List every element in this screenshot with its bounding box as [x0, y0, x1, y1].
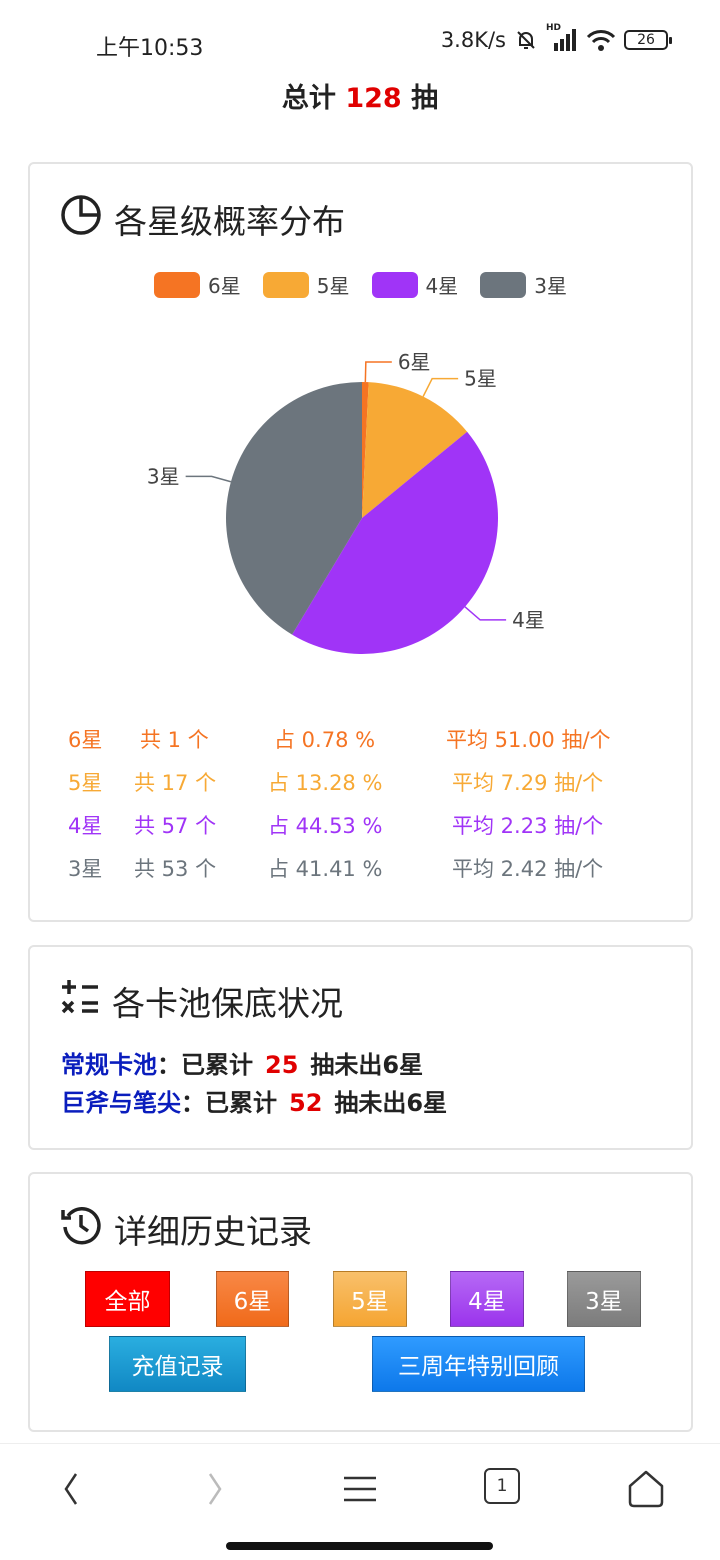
pie-slice[interactable] [362, 382, 369, 518]
filter-all-button[interactable]: 全部 [85, 1271, 170, 1327]
stat-row-3: 3星 共 53 个 占 41.41 % 平均 2.42 抽/个 [30, 853, 691, 893]
legend-swatch [262, 271, 309, 298]
status-time: 上午10:53 [96, 36, 204, 61]
chart-legend: 6星 5星 4星 3星 [30, 270, 691, 299]
browser-nav-bar: 1 [0, 1443, 720, 1560]
legend-item-5[interactable]: 5星 [262, 270, 350, 299]
network-speed: 3.8K/s [440, 28, 506, 52]
distribution-title: 各星级概率分布 [60, 194, 345, 244]
pie-chart-icon [60, 194, 102, 244]
home-indicator [226, 1542, 493, 1550]
pie-leader-line [364, 361, 392, 383]
stat-star: 3星 [68, 857, 103, 881]
stat-avg: 平均 2.23 抽/个 [452, 814, 604, 838]
pity-prefix: ：已累计 [157, 1051, 253, 1079]
history-title: 详细历史记录 [60, 1204, 312, 1254]
legend-item-4[interactable]: 4星 [371, 270, 459, 299]
battery-icon: 26 [624, 30, 672, 50]
total-prefix: 总计 [281, 83, 336, 114]
status-bar: 上午10:53 3.8K/s HD 26 [0, 0, 720, 80]
forward-icon[interactable] [198, 1466, 230, 1516]
pool-name: 巨斧与笔尖 [61, 1089, 181, 1117]
history-card: 详细历史记录 全部 6星 5星 4星 3星 充值记录 三周年特别回顾 [28, 1172, 693, 1432]
legend-item-3[interactable]: 3星 [480, 270, 567, 299]
history-title-text: 详细历史记录 [114, 1212, 312, 1251]
legend-label: 4星 [425, 274, 459, 298]
legend-label: 3星 [534, 274, 567, 298]
pie-slice-label: 3星 [147, 464, 180, 488]
stat-row-5: 5星 共 17 个 占 13.28 % 平均 7.29 抽/个 [30, 767, 691, 807]
stat-ratio: 占 44.53 % [268, 814, 383, 838]
stat-row-4: 4星 共 57 个 占 44.53 % 平均 2.23 抽/个 [30, 810, 691, 850]
legend-label: 5星 [316, 274, 350, 298]
pool-name: 常规卡池 [61, 1051, 157, 1079]
pie-leader-line [185, 475, 232, 483]
legend-label: 6星 [208, 274, 241, 298]
stat-count: 共 1 个 [140, 728, 209, 752]
stat-star: 6星 [68, 728, 103, 752]
history-clock-icon [60, 1204, 102, 1254]
pie-slice-label: 5星 [464, 367, 497, 391]
stat-count: 共 57 个 [134, 814, 217, 838]
total-count: 128 [345, 83, 402, 114]
pie-slice[interactable] [292, 431, 498, 654]
tabs-icon[interactable]: 1 [484, 1468, 520, 1504]
tab-count: 1 [484, 1468, 520, 1504]
status-icons: 3.8K/s HD 26 [440, 23, 672, 52]
pie-slice-label: 4星 [512, 608, 545, 632]
distribution-title-text: 各星级概率分布 [114, 202, 345, 241]
stat-count: 共 53 个 [134, 857, 217, 881]
total-suffix: 抽 [411, 83, 439, 114]
calculator-ops-icon [60, 977, 100, 1025]
pity-card: 各卡池保底状况 常规卡池：已累计 25 抽未出6星 巨斧与笔尖：已累计 52 抽未出6星 [28, 945, 693, 1150]
filter-5star-button[interactable]: 5星 [333, 1271, 407, 1327]
filter-3star-button[interactable]: 3星 [567, 1271, 641, 1327]
pity-title: 各卡池保底状况 [60, 977, 343, 1025]
legend-swatch [371, 271, 418, 298]
filter-4star-button[interactable]: 4星 [450, 1271, 524, 1327]
home-icon[interactable] [626, 1466, 666, 1516]
pity-suffix: 抽未出6星 [310, 1051, 424, 1079]
stat-row-6: 6星 共 1 个 占 0.78 % 平均 51.00 抽/个 [30, 724, 691, 764]
pie-leader-line [464, 606, 507, 621]
stat-ratio: 占 13.28 % [268, 771, 383, 795]
pity-count: 25 [265, 1051, 299, 1079]
stat-ratio: 占 0.78 % [274, 728, 376, 752]
stat-star: 5星 [68, 771, 103, 795]
pie-leader-line [422, 377, 459, 397]
stat-avg: 平均 51.00 抽/个 [446, 728, 611, 752]
mute-bell-icon [514, 28, 538, 52]
pity-title-text: 各卡池保底状况 [112, 984, 343, 1023]
pie-slice-label: 6星 [398, 350, 431, 374]
stat-count: 共 17 个 [134, 771, 217, 795]
recharge-record-button[interactable]: 充值记录 [109, 1336, 246, 1392]
legend-swatch [480, 271, 527, 298]
pity-prefix: ：已累计 [181, 1089, 277, 1117]
wifi-icon [586, 29, 616, 51]
pie-slice[interactable] [225, 382, 362, 635]
legend-item-6[interactable]: 6星 [154, 270, 241, 299]
pie-chart: 6星 5星 4星 3星 [147, 350, 545, 654]
hd-label: HD [546, 23, 562, 33]
stat-star: 4星 [68, 814, 103, 838]
pity-suffix: 抽未出6星 [334, 1089, 448, 1117]
legend-swatch [154, 271, 201, 298]
pity-row-standard: 常规卡池：已累计 25 抽未出6星 [61, 1045, 423, 1080]
pity-count: 52 [289, 1089, 323, 1117]
anniversary-review-button[interactable]: 三周年特别回顾 [372, 1336, 585, 1392]
pie-slice[interactable] [362, 382, 468, 518]
total-pulls: 总计 128 抽 [0, 76, 720, 115]
pity-row-limited: 巨斧与笔尖：已累计 52 抽未出6星 [61, 1083, 447, 1118]
stat-ratio: 占 41.41 % [268, 857, 383, 881]
filter-6star-button[interactable]: 6星 [216, 1271, 289, 1327]
signal-icon: HD [546, 23, 578, 51]
stat-avg: 平均 7.29 抽/个 [452, 771, 604, 795]
back-icon[interactable] [56, 1466, 88, 1516]
menu-icon[interactable] [342, 1466, 378, 1516]
distribution-card: 各星级概率分布 6星 5星 4星 3星 6星 5星 4星 3星 6星 共 1 个 占 … [28, 162, 693, 922]
stat-avg: 平均 2.42 抽/个 [452, 857, 604, 881]
